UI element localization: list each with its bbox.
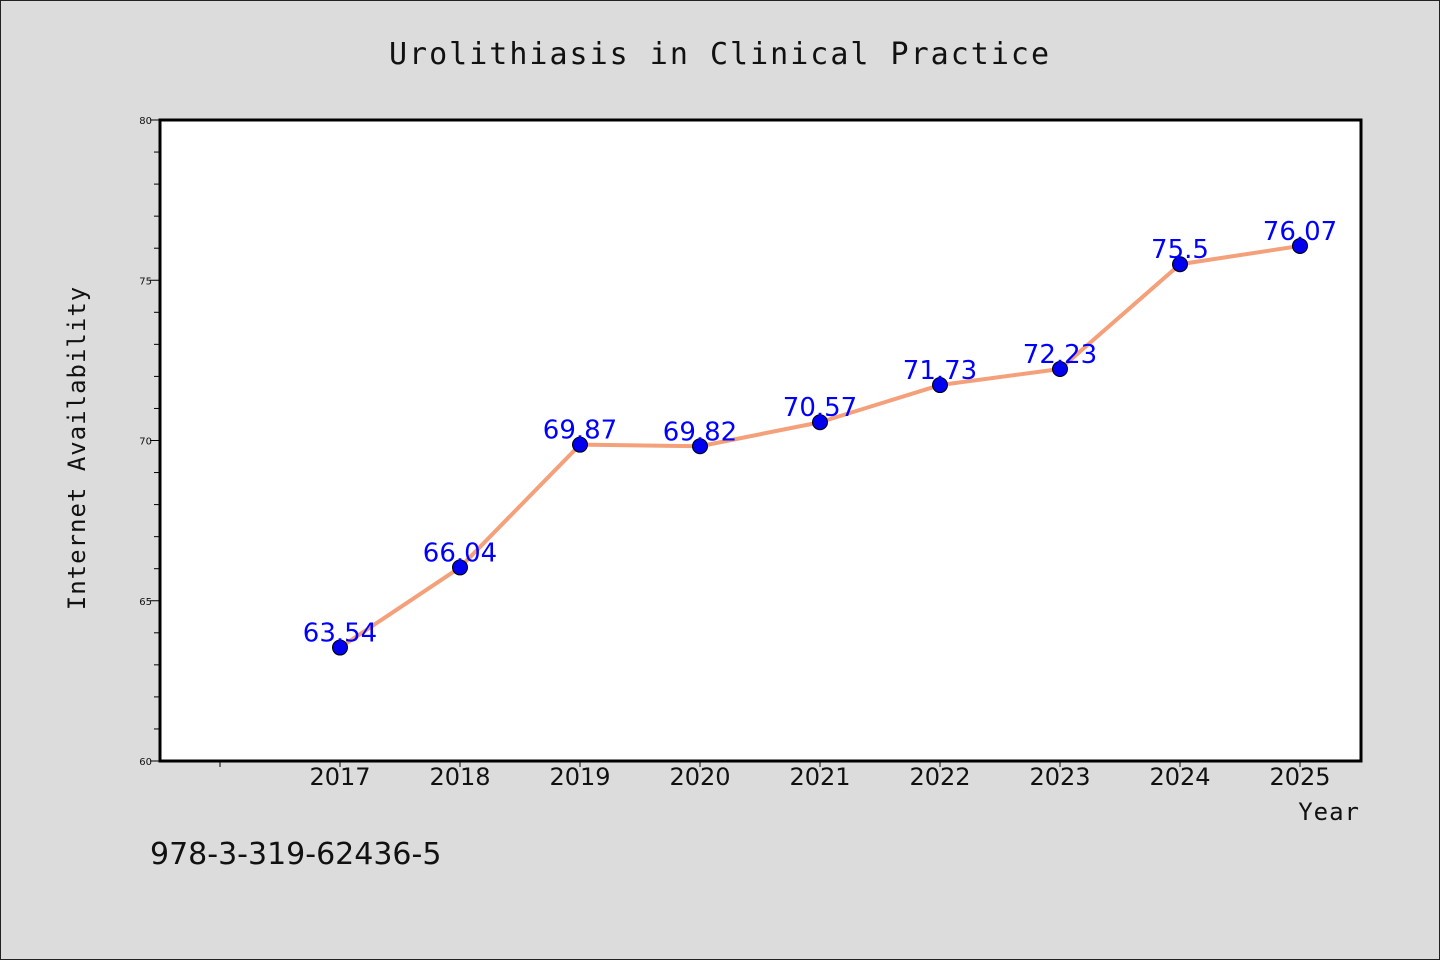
data-point [572,436,588,453]
plot-area [160,120,1361,761]
data-point [1292,237,1308,254]
data-label: 71.73 [903,356,977,386]
isbn-text: 978-3-319-62436-5 [150,837,441,872]
data-label: 75.5 [1151,235,1209,265]
x-tick-label: 2021 [789,763,850,791]
plot-border [158,118,1363,763]
data-point [932,377,948,394]
data-point [1052,361,1068,378]
data-point [692,438,708,455]
x-tick-label: 2018 [429,763,490,791]
y-tick-label: 70 [139,437,152,448]
y-tick-label: 80 [139,116,152,127]
data-point [812,414,828,431]
data-label: 69.87 [543,416,617,446]
x-axis: 2017 2018 2019 2020 2021 2022 2023 2024 2025 [219,761,1331,791]
x-axis-label: Year [1298,798,1360,826]
y-axis-label: Internet Availability [63,286,91,610]
chart-title: Urolithiasis in Clinical Practice [389,37,1051,72]
x-tick-label: 2019 [549,763,610,791]
data-point [1172,256,1188,273]
x-tick-label: 2017 [309,763,370,791]
data-label: 63.54 [303,619,377,649]
series-layer: 63.54 66.04 69.87 69.82 70.57 71.73 72.23 75.5 7… [303,217,1337,656]
x-tick-label: 2023 [1029,763,1090,791]
y-tick-label: 60 [139,757,152,768]
data-label: 70.57 [783,393,857,423]
y-tick-label: 65 [139,597,152,608]
data-point [332,639,348,656]
x-tick-label: 2022 [909,763,970,791]
data-point [452,559,468,576]
data-label: 66.04 [423,538,497,568]
x-tick-label: 2025 [1269,763,1330,791]
y-tick-label: 75 [139,276,152,287]
data-label: 72.23 [1023,340,1097,370]
x-tick-label: 2024 [1149,763,1210,791]
data-label: 69.82 [663,417,737,447]
y-axis: 60 65 70 75 80 [139,116,160,768]
x-tick-label: 2020 [669,763,730,791]
data-label: 76.07 [1263,217,1337,247]
